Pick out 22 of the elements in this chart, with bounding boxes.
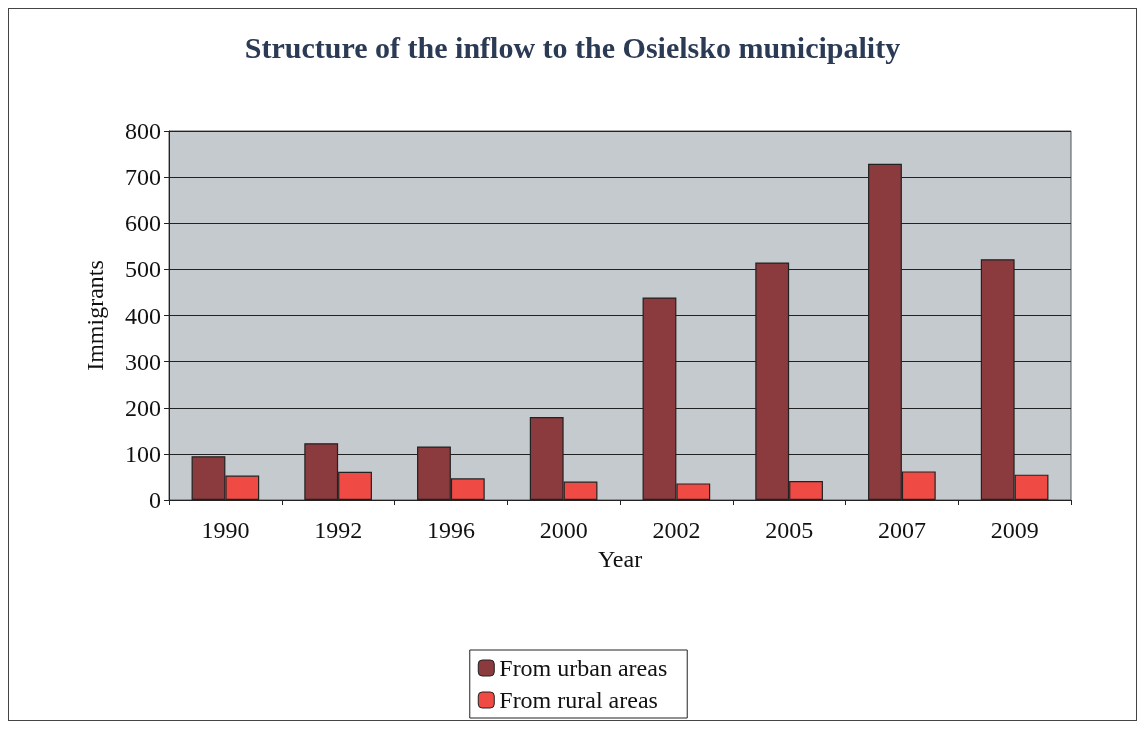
x-tick-label: 2009 [990, 517, 1039, 543]
y-tick-label: 600 [125, 210, 161, 237]
x-tick-label: 2000 [539, 517, 588, 543]
y-tick-label: 100 [125, 440, 161, 467]
x-tick-label: 2002 [652, 517, 701, 543]
y-axis-title: Immigrants [82, 260, 108, 371]
y-tick-label: 300 [125, 348, 161, 375]
legend-label: From rural areas [499, 687, 658, 713]
x-axis-title: Year [597, 545, 643, 572]
x-tick-label: 1992 [314, 517, 363, 543]
x-tick-label: 1996 [426, 517, 475, 543]
y-tick-label: 800 [125, 118, 161, 144]
y-tick-label: 700 [125, 164, 161, 191]
legend-label: From urban areas [499, 655, 668, 681]
x-tick-label: 2007 [877, 517, 926, 543]
y-tick-label: 500 [125, 256, 161, 283]
x-tick-label: 1990 [201, 517, 250, 543]
y-tick-label: 200 [125, 394, 161, 421]
y-tick-label: 0 [149, 487, 161, 513]
x-tick-label: 2005 [765, 517, 814, 543]
y-tick-label: 400 [125, 302, 161, 329]
chart-title: Structure of the inflow to the Osielsko municipality [244, 30, 901, 64]
